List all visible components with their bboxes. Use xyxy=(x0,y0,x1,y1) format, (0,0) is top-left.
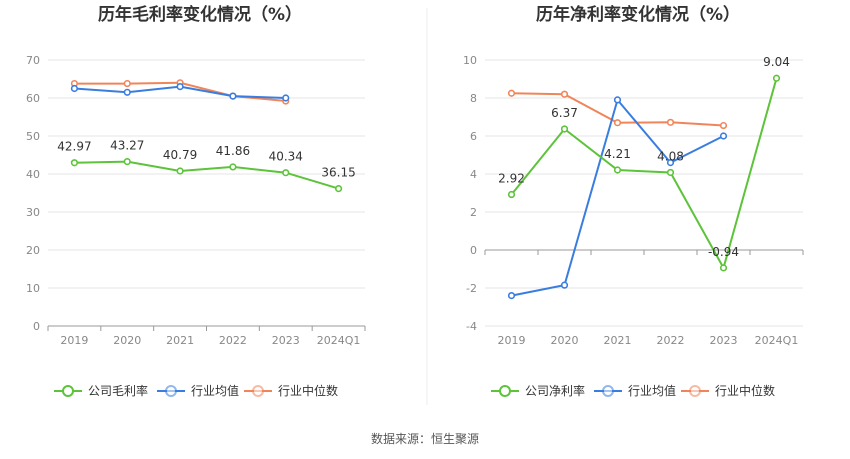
chart-title: 历年净利率变化情况（%） xyxy=(536,4,740,25)
legend-swatch-marker xyxy=(165,385,177,397)
y-tick-label: -2 xyxy=(466,282,477,295)
data-point xyxy=(229,163,237,171)
y-tick-label: -4 xyxy=(466,320,477,333)
chart-title: 历年毛利率变化情况（%） xyxy=(98,4,302,25)
data-label: 41.86 xyxy=(216,144,250,158)
data-label: 43.27 xyxy=(110,139,144,153)
y-tick-label: 70 xyxy=(26,54,40,67)
y-tick-label: 4 xyxy=(470,168,477,181)
data-label: -0.94 xyxy=(708,245,739,259)
data-point xyxy=(560,90,569,98)
y-tick-label: 50 xyxy=(26,130,40,143)
data-point xyxy=(70,84,79,93)
legend-label: 公司净利率 xyxy=(525,383,585,398)
data-label: 4.21 xyxy=(604,147,631,161)
data-point xyxy=(229,92,237,100)
y-tick-label: 30 xyxy=(26,206,40,219)
x-tick-label: 2020 xyxy=(113,334,141,347)
legend-swatch-marker xyxy=(62,385,74,397)
series-line-1 xyxy=(511,97,724,297)
series-line-0 xyxy=(74,160,339,190)
data-point xyxy=(282,94,290,102)
x-tick-label: 2022 xyxy=(219,334,247,347)
x-tick-label: 2021 xyxy=(604,334,632,347)
data-source-note: 数据来源：恒生聚源 xyxy=(370,432,479,446)
data-label: 36.15 xyxy=(321,166,355,180)
data-point xyxy=(719,264,728,272)
data-point xyxy=(613,96,622,104)
legend-label: 行业中位数 xyxy=(715,383,775,398)
x-tick-label: 2024Q1 xyxy=(317,334,361,347)
legend-label: 行业均值 xyxy=(191,383,239,398)
x-tick-label: 2021 xyxy=(166,334,194,347)
data-point xyxy=(772,74,781,82)
data-point xyxy=(176,167,184,175)
x-tick-label: 2020 xyxy=(551,334,579,347)
data-label: 2.92 xyxy=(498,172,525,186)
data-point xyxy=(666,168,675,177)
y-tick-label: 0 xyxy=(33,320,40,333)
y-tick-label: 2 xyxy=(470,206,477,219)
data-point xyxy=(507,89,516,97)
data-label: 40.79 xyxy=(163,148,197,162)
data-point xyxy=(560,125,569,133)
legend-swatch-marker xyxy=(689,385,701,397)
legend-label: 公司毛利率 xyxy=(88,383,148,398)
x-tick-label: 2024Q1 xyxy=(755,334,799,347)
x-tick-label: 2019 xyxy=(60,334,88,347)
data-point xyxy=(719,121,728,130)
legend-swatch-marker xyxy=(499,385,511,397)
gross-margin-chart: 历年毛利率变化情况（%） 0 10 20 30 40 50 60 70 2019 2020 2021 2… xyxy=(26,4,366,398)
y-tick-label: 10 xyxy=(463,54,477,67)
legend-swatch-marker xyxy=(252,385,264,397)
data-point xyxy=(719,132,728,140)
data-point xyxy=(123,88,131,96)
data-label: 40.34 xyxy=(269,150,303,164)
legend-label: 行业均值 xyxy=(628,383,676,398)
y-tick-label: 60 xyxy=(26,92,40,105)
data-point xyxy=(666,118,675,126)
data-label: 42.97 xyxy=(57,140,91,154)
data-point xyxy=(560,281,569,289)
y-tick-label: 10 xyxy=(26,282,40,295)
legend-swatch-marker xyxy=(602,385,614,397)
x-tick-label: 2022 xyxy=(657,334,685,347)
y-tick-label: 8 xyxy=(470,92,477,105)
data-point xyxy=(666,159,675,167)
x-tick-label: 2023 xyxy=(710,334,738,347)
y-tick-label: 40 xyxy=(26,168,40,181)
data-label: 4.08 xyxy=(657,149,684,163)
data-point xyxy=(613,119,622,127)
data-label: 6.37 xyxy=(551,106,578,120)
data-point xyxy=(123,157,131,166)
net-margin-chart: 历年净利率变化情况（%） -4 -2 0 2 4 6 8 10 2019 2020 2021 2022 2… xyxy=(463,4,804,398)
x-tick-label: 2019 xyxy=(498,334,526,347)
data-label: 9.04 xyxy=(763,55,790,69)
data-point xyxy=(123,79,131,88)
x-tick-label: 2023 xyxy=(272,334,300,347)
data-point xyxy=(176,82,184,91)
legend-label: 行业中位数 xyxy=(278,383,338,398)
data-point xyxy=(70,159,79,167)
data-point xyxy=(507,190,516,199)
y-tick-label: 0 xyxy=(470,244,477,257)
data-point xyxy=(613,166,622,174)
series-line-0 xyxy=(510,77,778,271)
data-point xyxy=(507,292,516,300)
y-tick-label: 20 xyxy=(26,244,40,257)
y-tick-label: 6 xyxy=(470,130,477,143)
data-point xyxy=(282,169,290,177)
data-point xyxy=(334,185,343,193)
